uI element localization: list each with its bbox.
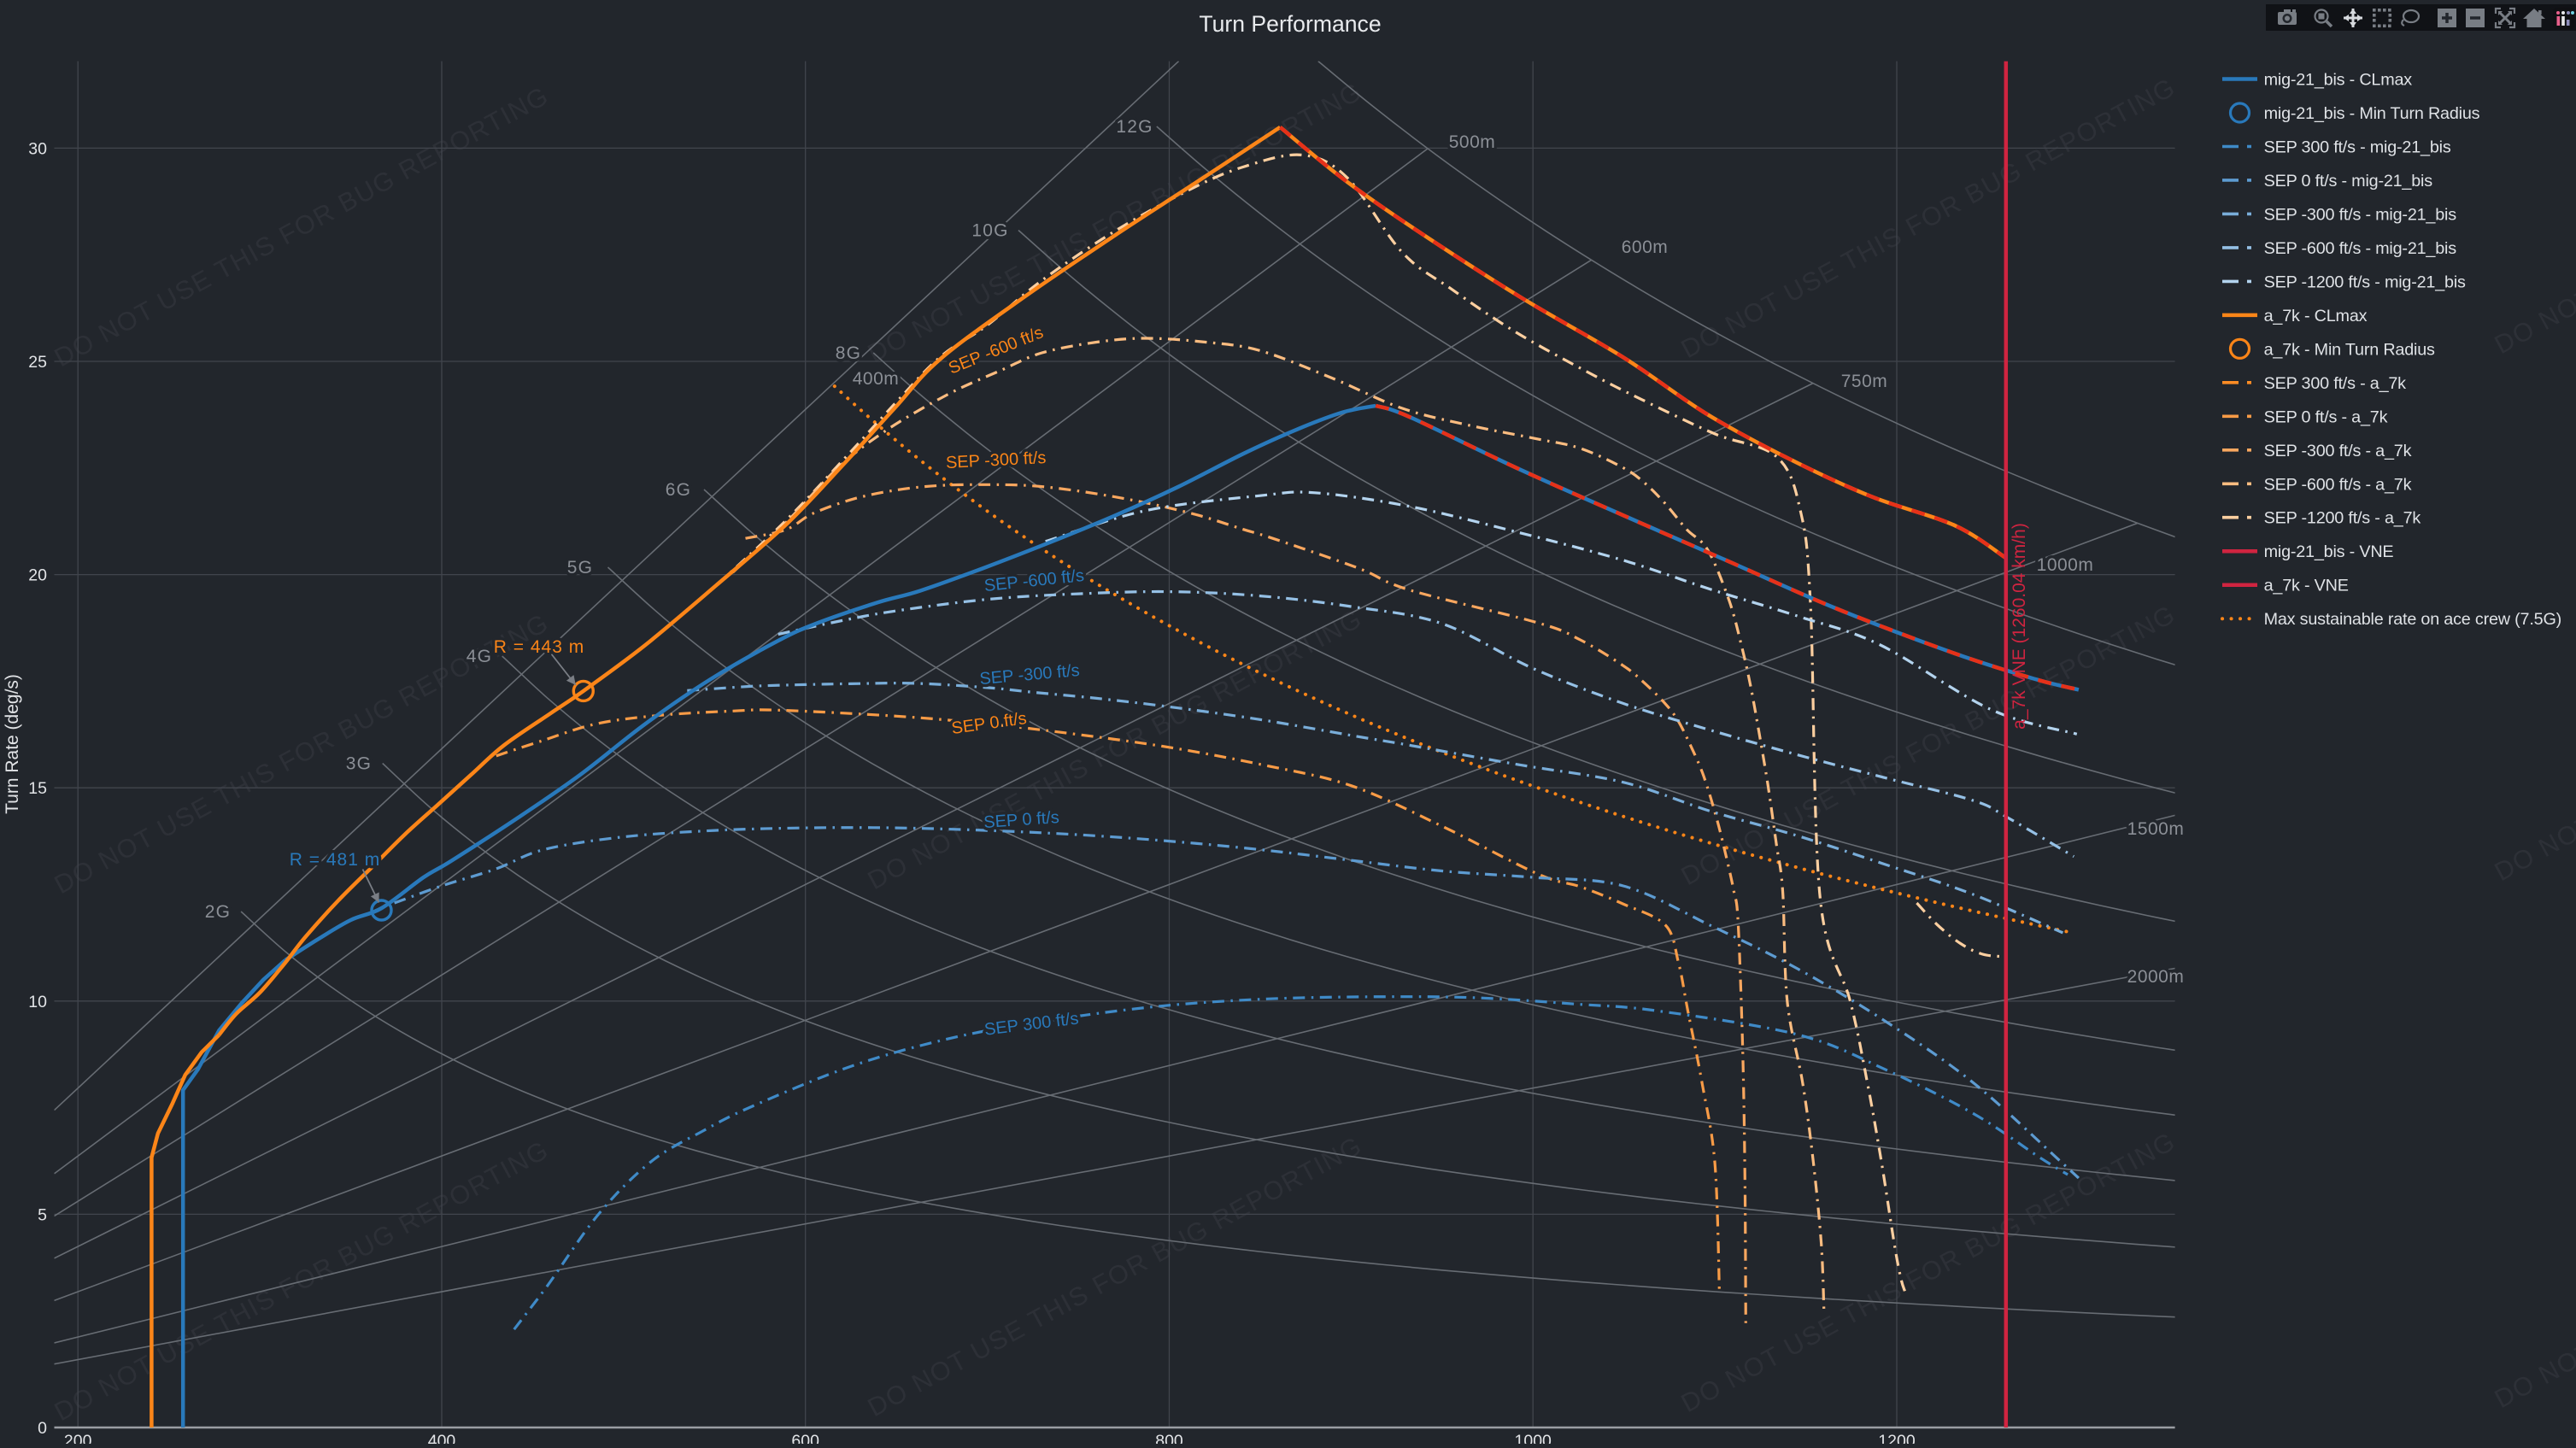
svg-text:Turn Performance: Turn Performance — [1199, 11, 1381, 37]
svg-text:mig-21_bis - Min Turn Radius: mig-21_bis - Min Turn Radius — [2264, 104, 2480, 123]
svg-text:600: 600 — [791, 1432, 819, 1444]
svg-text:SEP 300 ft/s - a_7k: SEP 300 ft/s - a_7k — [2264, 374, 2407, 393]
svg-text:a_7k - VNE: a_7k - VNE — [2264, 577, 2349, 595]
svg-text:Max sustainable rate on ace cr: Max sustainable rate on ace crew (7.5G) — [2264, 610, 2561, 629]
svg-text:SEP -600 ft/s - a_7k: SEP -600 ft/s - a_7k — [2264, 475, 2412, 494]
svg-text:500m: 500m — [1449, 132, 1496, 152]
svg-text:2G: 2G — [205, 902, 231, 922]
svg-text:mig-21_bis - VNE: mig-21_bis - VNE — [2264, 542, 2394, 561]
svg-text:SEP -600 ft/s - mig-21_bis: SEP -600 ft/s - mig-21_bis — [2264, 239, 2457, 258]
svg-text:800: 800 — [1155, 1432, 1183, 1444]
svg-text:20: 20 — [28, 566, 47, 585]
svg-text:R = 443 m: R = 443 m — [494, 637, 584, 657]
svg-text:6G: 6G — [666, 480, 691, 500]
svg-text:8G: 8G — [836, 343, 861, 363]
svg-text:SEP -300 ft/s - a_7k: SEP -300 ft/s - a_7k — [2264, 442, 2412, 460]
svg-text:Turn Rate (deg/s): Turn Rate (deg/s) — [3, 674, 22, 814]
svg-text:0: 0 — [38, 1419, 47, 1438]
svg-text:5: 5 — [38, 1205, 47, 1224]
svg-text:15: 15 — [28, 779, 47, 798]
svg-text:5G: 5G — [567, 558, 593, 577]
svg-text:1200: 1200 — [1878, 1432, 1916, 1444]
svg-text:1000m: 1000m — [2037, 555, 2094, 575]
svg-text:750m: 750m — [1841, 372, 1888, 391]
svg-text:30: 30 — [28, 139, 47, 158]
svg-text:a_7k - CLmax: a_7k - CLmax — [2264, 307, 2368, 325]
svg-text:600m: 600m — [1622, 237, 1669, 257]
svg-text:12G: 12G — [1116, 117, 1153, 137]
svg-text:25: 25 — [28, 353, 47, 372]
svg-text:400m: 400m — [853, 369, 900, 389]
svg-text:1000: 1000 — [1515, 1432, 1552, 1444]
svg-text:200: 200 — [64, 1432, 92, 1444]
svg-text:4G: 4G — [466, 647, 492, 666]
svg-text:SEP -1200 ft/s - a_7k: SEP -1200 ft/s - a_7k — [2264, 509, 2421, 528]
svg-text:10G: 10G — [971, 221, 1008, 241]
svg-text:a_7k VNE (1260.04 km/h): a_7k VNE (1260.04 km/h) — [2010, 523, 2029, 730]
svg-text:a_7k - Min Turn Radius: a_7k - Min Turn Radius — [2264, 340, 2435, 359]
svg-text:3G: 3G — [346, 754, 372, 774]
svg-text:SEP 0 ft/s - mig-21_bis: SEP 0 ft/s - mig-21_bis — [2264, 172, 2433, 191]
svg-text:SEP -300 ft/s - mig-21_bis: SEP -300 ft/s - mig-21_bis — [2264, 205, 2457, 224]
svg-text:R = 481 m: R = 481 m — [290, 850, 380, 870]
svg-text:SEP 0 ft/s - a_7k: SEP 0 ft/s - a_7k — [2264, 407, 2388, 426]
svg-text:400: 400 — [428, 1432, 456, 1444]
svg-text:mig-21_bis - CLmax: mig-21_bis - CLmax — [2264, 71, 2413, 90]
svg-text:SEP 300 ft/s - mig-21_bis: SEP 300 ft/s - mig-21_bis — [2264, 138, 2451, 157]
svg-text:2000m: 2000m — [2127, 967, 2185, 987]
svg-text:10: 10 — [28, 993, 47, 1011]
svg-text:SEP -1200 ft/s - mig-21_bis: SEP -1200 ft/s - mig-21_bis — [2264, 273, 2466, 291]
svg-text:1500m: 1500m — [2127, 819, 2185, 839]
